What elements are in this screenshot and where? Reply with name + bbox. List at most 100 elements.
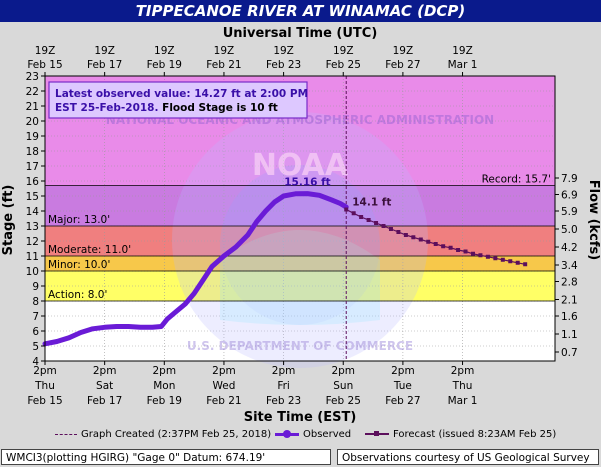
top-tick-label-time: 19Z bbox=[452, 45, 473, 57]
top-tick-label-time: 19Z bbox=[333, 45, 354, 57]
y-right-title: Flow (kcfs) bbox=[586, 180, 601, 260]
y-left-tick-label: 16 bbox=[26, 176, 40, 188]
legend-observed: Observed bbox=[275, 429, 351, 440]
legend-forecast: Forecast (issued 8:23AM Feb 25) bbox=[365, 429, 556, 440]
bottom-tick-label: Feb 23 bbox=[266, 395, 301, 407]
noaa-logo-ring bbox=[172, 112, 428, 368]
top-tick-label-time: 19Z bbox=[35, 45, 56, 57]
forecast-point bbox=[381, 224, 386, 228]
bottom-tick-label: 2pm bbox=[272, 365, 296, 377]
threshold-label-major: Major: 13.0' bbox=[48, 214, 110, 226]
y-left-tick-label: 9 bbox=[32, 281, 39, 293]
bottom-tick-label: Fri bbox=[277, 380, 290, 392]
y-left-tick-label: 14 bbox=[26, 206, 40, 218]
y-left-tick-label: 8 bbox=[32, 296, 39, 308]
y-right-tick-label: 4.2 bbox=[561, 242, 578, 254]
forecast-start-label: 14.1 ft bbox=[352, 197, 391, 209]
top-tick-label-time: 19Z bbox=[393, 45, 414, 57]
latest-observation-line1: Latest observed value: 14.27 ft at 2:00 … bbox=[55, 88, 308, 100]
top-tick-label-date: Feb 15 bbox=[27, 59, 62, 71]
minor-zone bbox=[45, 256, 555, 271]
forecast-point bbox=[515, 260, 520, 265]
forecast-point bbox=[523, 262, 528, 267]
y-left-tick-label: 18 bbox=[26, 146, 39, 158]
y-right-tick-label: 2.1 bbox=[561, 295, 578, 307]
bottom-tick-label: 2pm bbox=[153, 365, 177, 377]
top-tick-label-time: 19Z bbox=[214, 45, 235, 57]
y-left-tick-label: 12 bbox=[26, 236, 39, 248]
footer-datum: WMCI3(plotting HGIRG) "Gage 0" Datum: 67… bbox=[1, 449, 331, 465]
y-right-tick-label: 6.9 bbox=[561, 190, 578, 202]
top-tick-label-time: 19Z bbox=[273, 45, 294, 57]
footer-credit: Observations courtesy of US Geological S… bbox=[337, 449, 599, 465]
y-right-tick-label: 2.8 bbox=[561, 277, 578, 289]
forecast-point bbox=[463, 249, 468, 254]
forecast-point bbox=[456, 248, 461, 252]
forecast-point bbox=[441, 244, 446, 249]
threshold-label-moderate: Moderate: 11.0' bbox=[48, 244, 131, 256]
forecast-point bbox=[508, 259, 513, 264]
y-right-tick-label: 1.1 bbox=[561, 329, 578, 341]
top-tick-label-date: Feb 23 bbox=[266, 59, 301, 71]
top-tick-label-date: Feb 17 bbox=[87, 59, 122, 71]
threshold-label-minor: Minor: 10.0' bbox=[48, 259, 110, 271]
top-tick-label-date: Feb 21 bbox=[206, 59, 241, 71]
threshold-label-action: Action: 8.0' bbox=[48, 289, 107, 301]
forecast-point bbox=[374, 221, 379, 225]
observed-series-line bbox=[42, 191, 349, 347]
y-left-tick-label: 23 bbox=[26, 71, 39, 83]
chart-title: TIPPECANOE RIVER AT WINAMAC (DCP) bbox=[0, 0, 601, 22]
forecast-line-icon bbox=[365, 431, 389, 436]
bottom-tick-label: Feb 15 bbox=[27, 395, 62, 407]
top-tick-label-time: 19Z bbox=[94, 45, 115, 57]
y-left-tick-label: 13 bbox=[26, 221, 39, 233]
top-tick-label-time: 19Z bbox=[154, 45, 175, 57]
y-right-tick-label: 7.9 bbox=[561, 173, 578, 185]
top-tick-label-date: Feb 25 bbox=[326, 59, 361, 71]
bottom-tick-label: 2pm bbox=[93, 365, 117, 377]
forecast-point bbox=[403, 233, 408, 237]
forecast-point bbox=[448, 245, 453, 250]
forecast-point bbox=[411, 235, 416, 240]
peak-value-label: 15.16 ft bbox=[284, 177, 330, 189]
observed-line-icon bbox=[275, 429, 299, 438]
forecast-point bbox=[344, 207, 349, 212]
chart-legend: Graph Created (2:37PM Feb 25, 2018) Obse… bbox=[0, 429, 601, 443]
forecast-point bbox=[366, 218, 371, 222]
bottom-axis-title: Site Time (EST) bbox=[244, 410, 357, 425]
y-left-tick-label: 17 bbox=[26, 161, 39, 173]
legend-graph-created: Graph Created (2:37PM Feb 25, 2018) bbox=[55, 429, 271, 440]
y-left-tick-label: 10 bbox=[26, 266, 39, 278]
forecast-point bbox=[470, 251, 475, 256]
plot-frame bbox=[44, 75, 556, 362]
bottom-tick-label: Feb 27 bbox=[385, 395, 420, 407]
threshold-label-record: Record: 15.7' bbox=[482, 174, 551, 186]
y-right-tick-label: 5.0 bbox=[561, 224, 578, 236]
watermark-bottom-text: U.S. DEPARTMENT OF COMMERCE bbox=[187, 339, 413, 353]
bottom-tick-label: Feb 19 bbox=[147, 395, 182, 407]
top-tick-label-date: Feb 19 bbox=[147, 59, 182, 71]
y-left-tick-label: 22 bbox=[26, 86, 39, 98]
bottom-tick-label: Thu bbox=[452, 380, 473, 392]
bottom-tick-label: Sat bbox=[96, 380, 113, 392]
top-axis-title: Universal Time (UTC) bbox=[223, 26, 378, 41]
forecast-point bbox=[426, 239, 431, 244]
forecast-point bbox=[388, 227, 393, 231]
forecast-point bbox=[433, 242, 438, 246]
bottom-tick-label: Feb 25 bbox=[326, 395, 361, 407]
forecast-point bbox=[359, 215, 364, 219]
noaa-logo-text: NOAA bbox=[252, 148, 349, 183]
top-tick-label-date: Feb 27 bbox=[385, 59, 420, 71]
bottom-tick-label: Feb 21 bbox=[206, 395, 241, 407]
y-left-tick-label: 7 bbox=[32, 311, 39, 323]
bottom-tick-label: Thu bbox=[34, 380, 55, 392]
forecast-point bbox=[351, 211, 356, 216]
latest-observation-box bbox=[48, 81, 308, 119]
forecast-point bbox=[500, 257, 505, 262]
y-left-tick-label: 21 bbox=[26, 101, 39, 113]
y-left-tick-label: 11 bbox=[26, 251, 39, 263]
bottom-tick-label: 2pm bbox=[391, 365, 415, 377]
forecast-point bbox=[493, 256, 498, 261]
bottom-tick-label: 2pm bbox=[33, 365, 57, 377]
